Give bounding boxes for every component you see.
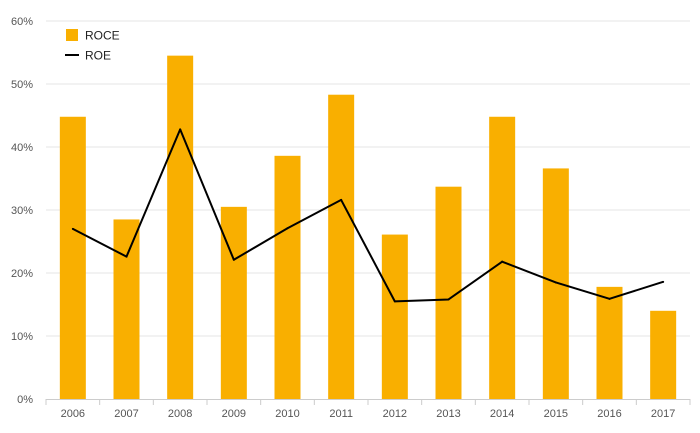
- roe-point: [125, 255, 128, 258]
- legend-roce-label: ROCE: [85, 29, 120, 43]
- y-tick-label: 30%: [11, 205, 33, 217]
- legend-roce-swatch: [66, 29, 78, 41]
- x-tick-label: 2016: [597, 408, 621, 420]
- roe-point: [447, 298, 450, 301]
- roce-bar: [328, 94, 355, 400]
- roe-point: [393, 300, 396, 303]
- x-tick-label: 2013: [436, 408, 460, 420]
- legend-roe-label: ROE: [85, 49, 111, 63]
- y-tick-label: 50%: [11, 79, 33, 91]
- roe-point: [662, 280, 665, 283]
- roce-bar: [542, 168, 569, 399]
- x-tick-label: 2009: [222, 408, 246, 420]
- roce-bar: [596, 286, 623, 399]
- roce-bar: [381, 234, 408, 399]
- roce-bar: [274, 155, 301, 399]
- roe-point: [608, 297, 611, 300]
- y-tick-label: 10%: [11, 331, 33, 343]
- x-tick-label: 2011: [329, 408, 353, 420]
- roce-bars: [59, 55, 677, 400]
- roce-bar: [489, 116, 516, 399]
- x-tick-label: 2008: [168, 408, 192, 420]
- legend: ROCE ROE: [65, 29, 120, 63]
- y-tick-label: 40%: [11, 142, 33, 154]
- x-tick-label: 2006: [61, 408, 85, 420]
- x-tick-label: 2010: [275, 408, 299, 420]
- x-tick-label: 2017: [651, 408, 675, 420]
- x-tick-label: 2015: [544, 408, 568, 420]
- roe-point: [71, 227, 74, 230]
- roce-bar: [113, 219, 140, 399]
- grid-lines: [46, 20, 690, 337]
- roce-bar: [59, 116, 86, 399]
- roe-line-group: [71, 128, 665, 303]
- roe-point: [179, 128, 182, 131]
- y-tick-label: 60%: [11, 16, 33, 28]
- roe-point: [501, 260, 504, 263]
- x-tick-label: 2014: [490, 408, 514, 420]
- y-tick-label: 20%: [11, 268, 33, 280]
- x-tick-label: 2007: [114, 408, 138, 420]
- roe-point: [554, 281, 557, 284]
- roe-point: [286, 227, 289, 230]
- y-tick-label: 0%: [17, 394, 33, 406]
- roe-point: [340, 198, 343, 201]
- roce-bar: [650, 310, 677, 399]
- roce-bar: [167, 55, 194, 400]
- roe-line: [72, 128, 664, 303]
- axes: 0% 10% 20% 30% 40% 50% 60% 2006 2007 2008 2009 2010…: [11, 16, 691, 420]
- roe-point: [232, 258, 235, 261]
- x-tick-label: 2012: [383, 408, 407, 420]
